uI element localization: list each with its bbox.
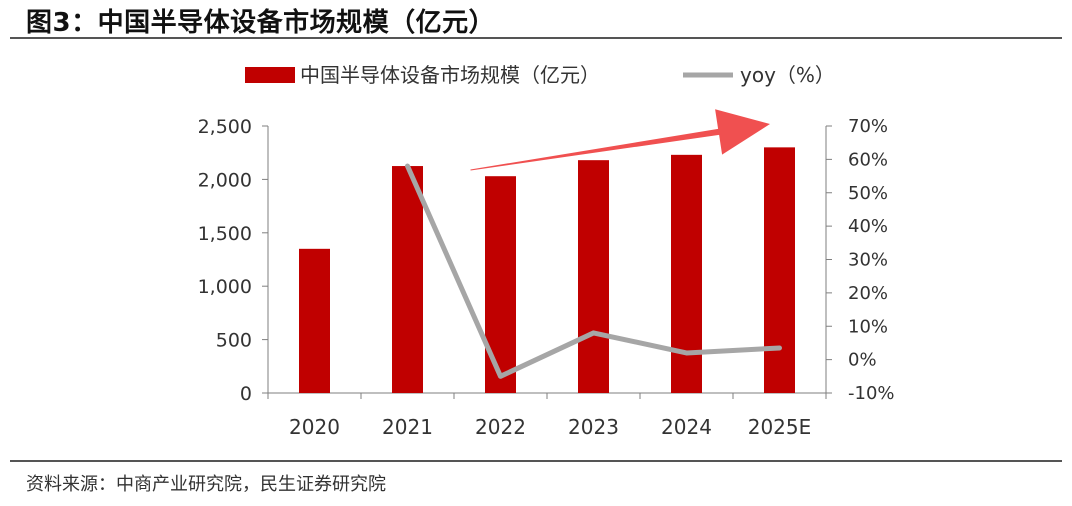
axes	[262, 125, 832, 399]
right-tick-label: 30%	[848, 250, 888, 271]
left-tick-label: 1,000	[198, 276, 252, 298]
legend-bar-swatch	[245, 67, 295, 83]
bar	[299, 248, 330, 393]
left-tick-label: 500	[216, 330, 252, 352]
right-tick-label: 10%	[848, 316, 888, 337]
right-tick-label: -10%	[848, 383, 895, 404]
right-tick-label: 0%	[848, 350, 877, 371]
x-tick-label: 2020	[289, 415, 340, 439]
upward-trend-arrow	[470, 109, 770, 171]
tick-labels: 2,500 2,000 1,500 1,000 500 0 70% 60% 50% 40% 30% 2…	[198, 116, 895, 439]
yoy-line-series	[405, 163, 782, 379]
x-tick-label: 2024	[661, 415, 712, 439]
x-tick-label: 2022	[475, 415, 526, 439]
bar	[578, 160, 609, 393]
bar	[764, 147, 795, 393]
right-tick-label: 20%	[848, 283, 888, 304]
right-tick-label: 70%	[848, 116, 888, 137]
bar-series	[299, 147, 795, 393]
bottom-divider	[10, 460, 1062, 462]
left-tick-label: 2,500	[198, 116, 252, 138]
left-tick-label: 1,500	[198, 223, 252, 245]
bar	[485, 176, 516, 393]
legend-bar-label: 中国半导体设备市场规模（亿元）	[300, 63, 600, 87]
right-tick-label: 60%	[848, 149, 888, 170]
right-tick-label: 50%	[848, 183, 888, 204]
x-tick-label: 2025E	[748, 415, 812, 439]
top-divider	[10, 37, 1062, 39]
source-note: 资料来源：中商产业研究院，民生证券研究院	[26, 474, 386, 495]
x-tick-label: 2021	[382, 415, 433, 439]
bar	[392, 166, 423, 393]
left-tick-label: 0	[240, 383, 252, 405]
left-tick-label: 2,000	[198, 169, 252, 191]
figure-title: 图3：中国半导体设备市场规模（亿元）	[26, 8, 496, 38]
x-tick-label: 2023	[568, 415, 619, 439]
legend: 中国半导体设备市场规模（亿元） yoy（%）	[245, 63, 835, 87]
legend-line-label: yoy（%）	[740, 63, 835, 87]
bar	[671, 154, 702, 393]
trend-arrow-shape	[470, 109, 770, 171]
right-tick-label: 40%	[848, 216, 888, 237]
